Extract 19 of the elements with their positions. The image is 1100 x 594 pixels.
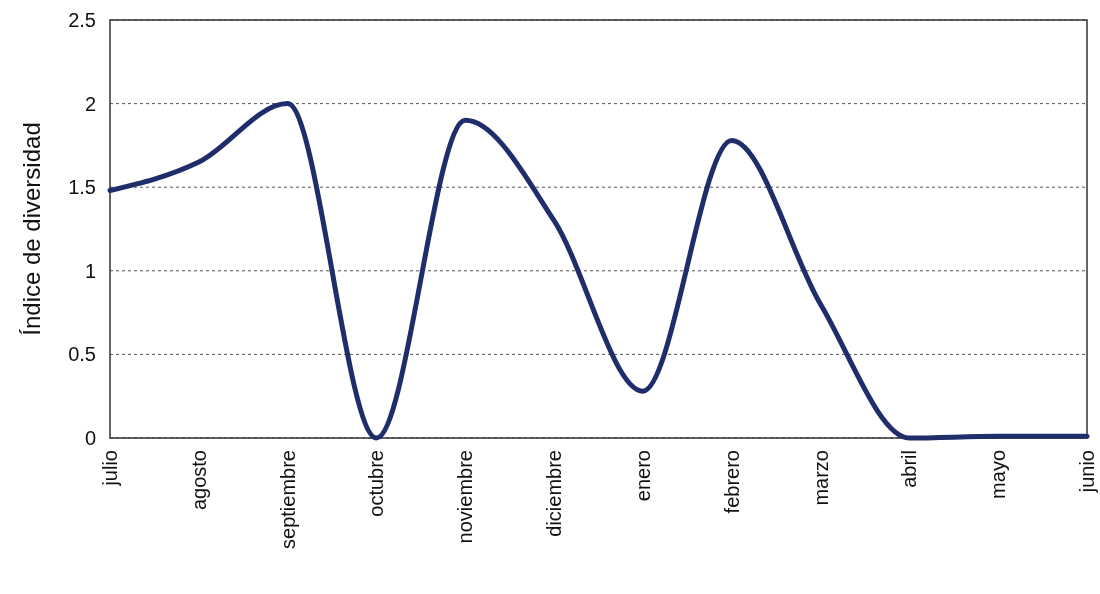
x-tick-label: noviembre [454,450,477,544]
y-tick-label: 0.5 [68,343,96,366]
x-tick-label: julio [99,450,121,487]
x-tick-label: mayo [987,450,1010,499]
x-tick-label: septiembre [276,450,299,549]
x-tick-label: agosto [187,450,210,511]
y-axis-title: Índice de diversidad [18,122,45,336]
y-tick-label: 0 [84,427,96,449]
y-tick-label: 1 [84,259,96,282]
x-tick-label: enero [631,450,654,502]
x-tick-label: junio [1076,450,1098,494]
y-tick-label: 2 [84,92,96,115]
x-tick-label: diciembre [543,450,566,537]
x-tick-label: marzo [809,450,832,506]
x-tick-label: febrero [720,450,743,514]
y-tick-label: 2.5 [68,9,96,31]
y-tick-label: 1.5 [68,176,96,199]
x-tick-label: octubre [365,450,388,517]
x-tick-label: abril [898,450,921,488]
